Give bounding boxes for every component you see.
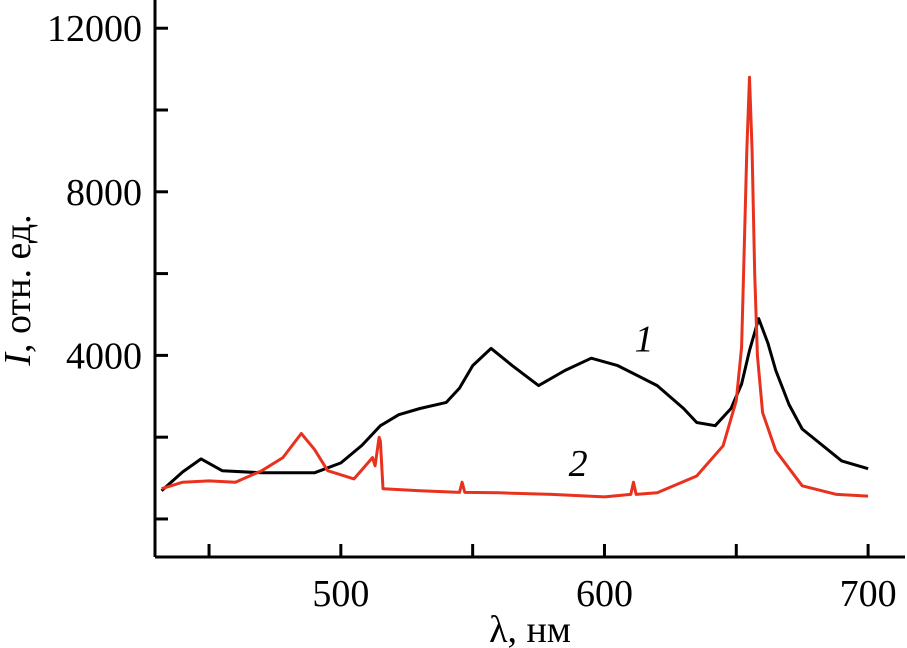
x-axis-label: λ, нм	[489, 609, 571, 648]
y-axis-label-symbol: I	[0, 351, 39, 367]
y-tick-label: 8000	[66, 172, 142, 214]
axes: 500 600 700 4000 8000 12000	[47, 0, 905, 615]
y-axis-label: I, отн. ед.	[0, 214, 39, 366]
series-group: 12	[160, 75, 869, 499]
series-label-1: 1	[635, 318, 654, 360]
y-tick-label: 12000	[47, 8, 142, 50]
y-axis-label-unit: , отн. ед.	[0, 214, 39, 353]
x-tick-label: 600	[576, 573, 633, 615]
y-tick-label: 4000	[66, 335, 142, 377]
series-line-2	[161, 75, 869, 499]
series-line-1	[160, 317, 869, 492]
x-tick-label: 500	[312, 573, 369, 615]
series-label-2: 2	[569, 443, 588, 485]
x-tick-label: 700	[840, 573, 897, 615]
